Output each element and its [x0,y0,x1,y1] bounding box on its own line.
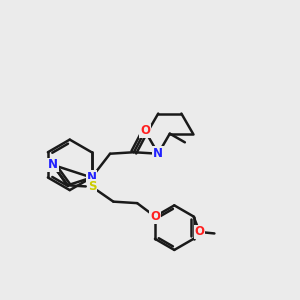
Text: N: N [153,147,163,160]
Text: S: S [88,180,96,193]
Text: O: O [150,210,160,223]
Text: O: O [194,226,205,238]
Text: N: N [87,171,97,184]
Text: O: O [140,124,150,137]
Text: N: N [48,158,58,171]
